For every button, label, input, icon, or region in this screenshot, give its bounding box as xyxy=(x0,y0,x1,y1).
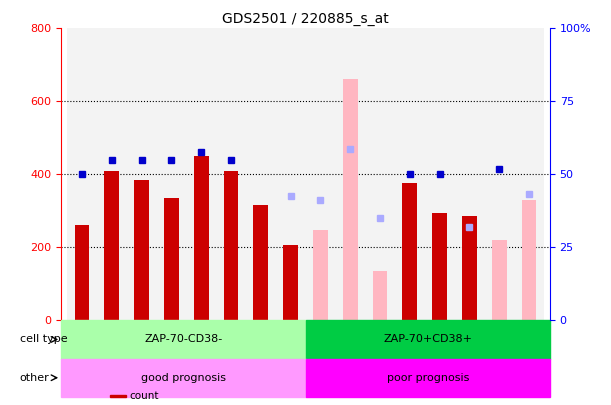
Title: GDS2501 / 220885_s_at: GDS2501 / 220885_s_at xyxy=(222,12,389,26)
Bar xyxy=(492,240,507,320)
Bar xyxy=(254,205,268,320)
Bar xyxy=(306,320,550,358)
Bar xyxy=(276,28,306,320)
Bar xyxy=(455,28,485,320)
Bar xyxy=(425,28,455,320)
Bar xyxy=(373,271,387,320)
Text: other: other xyxy=(20,373,49,383)
Text: ZAP-70+CD38+: ZAP-70+CD38+ xyxy=(383,335,472,344)
Bar xyxy=(283,245,298,320)
Bar xyxy=(97,28,126,320)
Bar xyxy=(246,28,276,320)
Bar xyxy=(224,171,238,320)
Bar xyxy=(61,358,306,397)
Bar xyxy=(306,28,335,320)
Bar xyxy=(313,230,328,320)
Bar xyxy=(186,28,216,320)
Bar xyxy=(156,28,186,320)
Bar xyxy=(514,28,544,320)
Text: ZAP-70-CD38-: ZAP-70-CD38- xyxy=(144,335,222,344)
Bar xyxy=(365,28,395,320)
Bar xyxy=(485,28,514,320)
Bar xyxy=(432,213,447,320)
Text: count: count xyxy=(130,391,159,401)
Bar xyxy=(395,28,425,320)
Bar xyxy=(462,216,477,320)
Bar xyxy=(335,28,365,320)
Bar xyxy=(75,226,89,320)
Bar xyxy=(134,180,149,320)
Bar xyxy=(343,79,357,320)
Text: cell type: cell type xyxy=(20,335,67,344)
Bar xyxy=(164,198,179,320)
Bar xyxy=(216,28,246,320)
Text: good prognosis: good prognosis xyxy=(141,373,226,383)
Bar xyxy=(104,171,119,320)
Bar xyxy=(126,28,156,320)
Bar xyxy=(61,320,306,358)
Bar xyxy=(194,156,208,320)
Bar xyxy=(522,200,536,320)
Bar xyxy=(306,358,550,397)
Bar xyxy=(67,28,97,320)
Bar xyxy=(403,183,417,320)
Text: poor prognosis: poor prognosis xyxy=(387,373,469,383)
Bar xyxy=(110,395,126,397)
